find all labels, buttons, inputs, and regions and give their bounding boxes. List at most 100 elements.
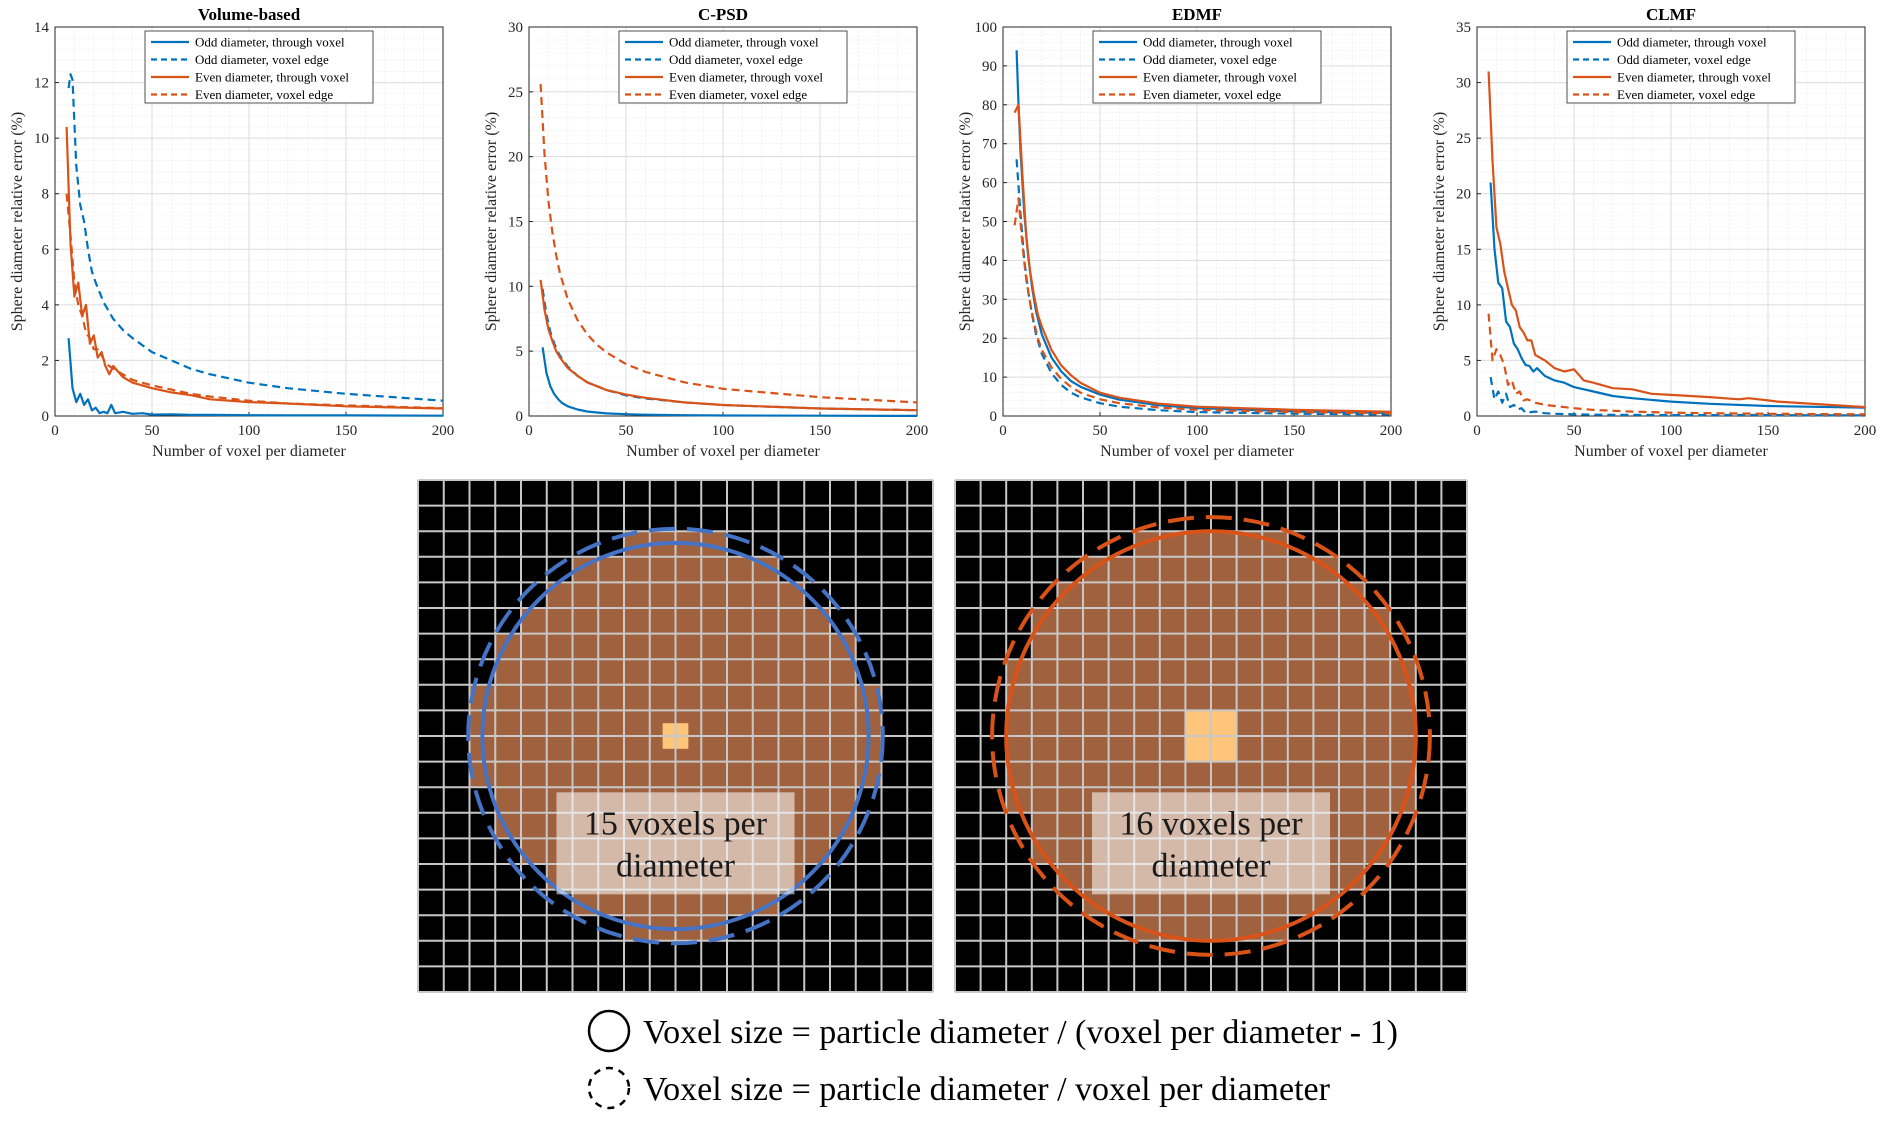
voxel-label-line1: 16 voxels per [1119, 805, 1303, 842]
voxel-filled [1287, 736, 1314, 762]
data-point [1768, 406, 1769, 407]
data-point [626, 414, 627, 415]
x-tick-label: 100 [238, 423, 261, 439]
data-point [1061, 365, 1062, 366]
voxel-filled [727, 736, 753, 762]
voxel-filled [1262, 736, 1288, 762]
voxel-filled [1031, 659, 1058, 685]
data-point [596, 412, 597, 413]
voxel-filled [1339, 812, 1365, 839]
y-tick-label: 20 [508, 150, 523, 166]
data-point [72, 388, 73, 389]
data-point [558, 399, 559, 400]
center-voxel [1211, 736, 1237, 762]
voxel-filled [701, 684, 727, 711]
data-point [1519, 327, 1520, 328]
data-point [113, 368, 114, 369]
data-point [1504, 364, 1505, 365]
x-tick-label: 200 [906, 423, 929, 439]
voxel-filled [1287, 556, 1314, 583]
voxel-filled [1313, 684, 1339, 711]
voxel-filled [1185, 659, 1211, 685]
voxel-filled [804, 608, 830, 634]
voxel-filled [1134, 736, 1160, 762]
x-tick-label: 200 [432, 423, 455, 439]
legend-entry: Odd diameter, through voxel [1143, 35, 1293, 50]
data-point [1018, 198, 1019, 199]
data-point [1671, 412, 1672, 413]
voxel-filled [701, 659, 727, 685]
data-point [1051, 349, 1052, 350]
voxel-label-box [556, 792, 795, 895]
data-point [86, 332, 87, 333]
y-tick-label: 25 [508, 85, 523, 101]
voxel-filled [521, 812, 547, 839]
solid-circle-icon [587, 1009, 631, 1053]
data-point [1070, 386, 1071, 387]
y-tick-label: 30 [1456, 76, 1471, 92]
y-tick-label: 10 [34, 131, 49, 147]
voxel-filled [1134, 633, 1160, 660]
data-point [1531, 340, 1532, 341]
data-point [1554, 406, 1555, 407]
data-point [346, 415, 347, 416]
data-point [171, 414, 172, 415]
legend-entry: Even diameter, through voxel [1143, 70, 1297, 85]
data-point [552, 340, 553, 341]
voxel-filled [1083, 633, 1109, 660]
voxel-filled [521, 608, 547, 634]
voxel-filled [1211, 531, 1237, 557]
series-line-3 [1013, 197, 1392, 415]
data-point [93, 349, 94, 350]
voxel-filled [1364, 659, 1391, 685]
data-point [1632, 389, 1633, 390]
data-point [1535, 402, 1536, 403]
data-point [1709, 397, 1710, 398]
series-line-3 [1487, 313, 1866, 416]
voxel-filled [1262, 582, 1288, 608]
voxel-filled [1108, 736, 1135, 762]
data-point [1197, 408, 1198, 409]
data-point [287, 415, 288, 416]
voxel-filled [1262, 761, 1288, 788]
data-point [1523, 400, 1524, 401]
voxel-filled [1287, 761, 1314, 788]
data-point [115, 413, 116, 414]
data-point [86, 304, 87, 305]
voxel-filled [1287, 582, 1314, 608]
data-point [587, 334, 588, 335]
voxel-filled [701, 736, 727, 762]
data-point [1521, 358, 1522, 359]
data-point [1671, 394, 1672, 395]
voxel-filled [521, 761, 547, 788]
data-point [1502, 402, 1503, 403]
x-tick-label: 0 [525, 423, 533, 439]
voxel-filled [1236, 633, 1263, 660]
data-point [1014, 225, 1015, 226]
data-point [70, 243, 71, 244]
y-tick-label: 4 [42, 298, 50, 314]
data-point [1564, 371, 1565, 372]
data-point [1508, 384, 1509, 385]
voxel-filled [1057, 659, 1083, 685]
data-point [1036, 334, 1037, 335]
data-point [606, 352, 607, 353]
voxel-filled [1211, 915, 1237, 941]
voxel-filled [1339, 838, 1365, 864]
voxel-filled [1236, 556, 1263, 583]
y-tick-label: 0 [1464, 409, 1472, 425]
voxel-filled [1287, 659, 1314, 685]
data-point [210, 414, 211, 415]
chart-panel-0: 0 50 100 150 200 0 2 4 6 8 10 12 14 Volume-based Numbe… [9, 5, 454, 460]
data-point [1574, 408, 1575, 409]
series-line-0 [541, 347, 918, 417]
y-tick-label: 5 [516, 344, 524, 360]
dashed-circle-icon [587, 1066, 631, 1110]
data-point [567, 299, 568, 300]
voxel-filled [495, 787, 521, 813]
data-point [103, 411, 104, 412]
data-point [1768, 415, 1769, 416]
y-tick-label: 10 [1456, 298, 1471, 314]
data-point [142, 385, 143, 386]
voxel-filled [572, 710, 599, 736]
